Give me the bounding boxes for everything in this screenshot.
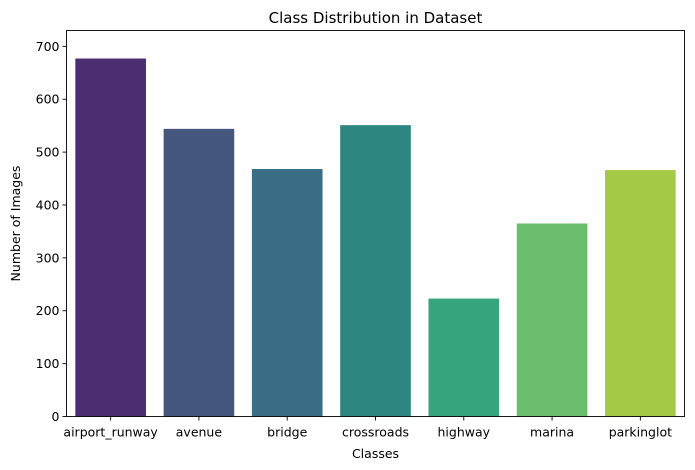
bar-bridge xyxy=(251,169,323,417)
bars-group xyxy=(75,58,676,417)
y-axis: 0 100 200 300 400 500 600 700 xyxy=(36,39,67,424)
x-axis: airport_runway avenue bridge crossroads high… xyxy=(63,416,672,440)
y-tick-label: 100 xyxy=(36,356,60,371)
x-tick-label: airport_runway xyxy=(63,425,158,440)
x-tick-label: avenue xyxy=(176,425,223,440)
x-axis-title: Classes xyxy=(352,446,399,461)
x-tick-label: bridge xyxy=(267,425,307,440)
y-tick-label: 300 xyxy=(36,250,60,265)
bar-highway xyxy=(428,298,500,417)
y-axis-title: Number of Images xyxy=(8,166,23,282)
y-tick-label: 700 xyxy=(36,39,60,54)
bar-parkinglot xyxy=(605,170,676,417)
y-tick-label: 0 xyxy=(52,409,60,424)
chart-title: Class Distribution in Dataset xyxy=(269,9,483,27)
y-tick-label: 500 xyxy=(36,145,60,160)
x-tick-label: parkinglot xyxy=(609,425,672,440)
y-tick-label: 400 xyxy=(36,197,60,212)
bar-crossroads xyxy=(340,125,411,417)
x-tick-label: highway xyxy=(438,425,491,440)
y-tick-label: 600 xyxy=(36,92,60,107)
y-tick-label: 200 xyxy=(36,303,60,318)
bar-airport-runway xyxy=(75,58,146,417)
bar-avenue xyxy=(163,128,235,417)
x-tick-label: crossroads xyxy=(342,425,409,440)
x-tick-label: marina xyxy=(530,425,574,440)
bar-marina xyxy=(516,223,588,417)
